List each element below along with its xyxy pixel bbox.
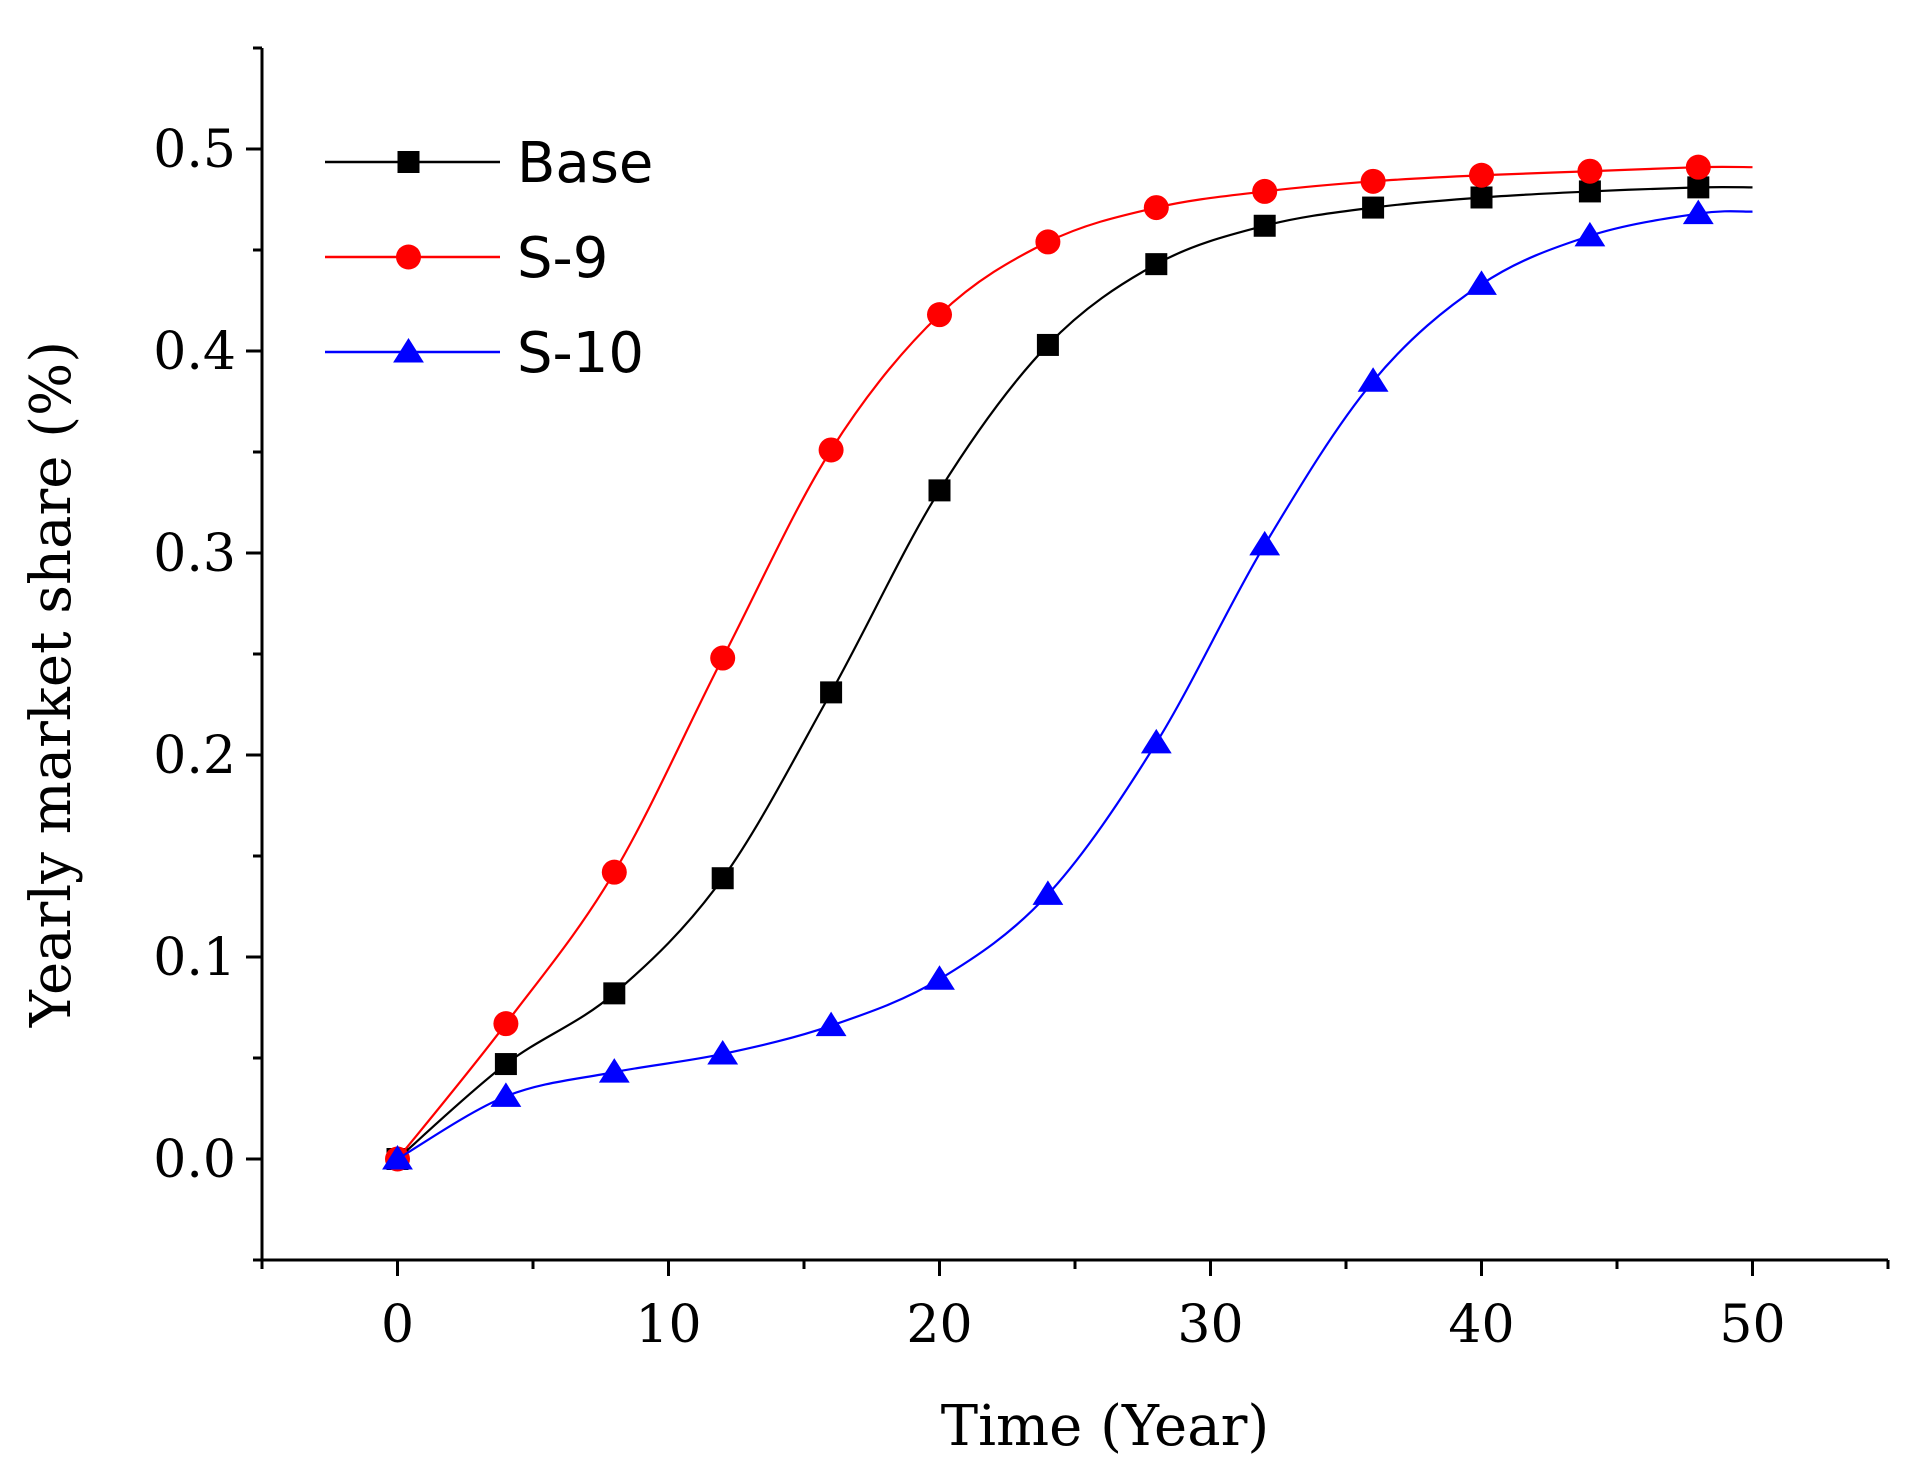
data-point	[815, 1011, 847, 1037]
legend-item: Base	[325, 131, 653, 196]
y-tick-label: 0.1	[153, 928, 236, 988]
legend-label: Base	[517, 131, 653, 196]
data-point	[818, 437, 844, 463]
data-point	[1360, 168, 1386, 194]
ticks: 0 10 20 30 40 50 0.0 0.1 0.2 0.3 0.4 0.5	[153, 46, 1890, 1355]
data-point	[1687, 176, 1710, 199]
data-point	[1470, 186, 1493, 209]
y-tick-label: 0.3	[153, 524, 236, 584]
legend-label: S-9	[517, 226, 608, 291]
data-point	[1035, 229, 1061, 255]
data-point	[711, 867, 734, 890]
series-line	[396, 165, 1753, 1160]
x-tick-label: 50	[1719, 1295, 1785, 1355]
series-line	[396, 210, 1753, 1160]
y-tick-label: 0.4	[153, 322, 236, 382]
data-point	[493, 1011, 519, 1037]
legend-marker	[396, 244, 421, 270]
data-point	[1682, 199, 1714, 225]
legend-item: S-10	[325, 321, 644, 386]
data-point	[1357, 367, 1389, 392]
x-tick-label: 20	[906, 1295, 972, 1355]
data-point	[1466, 270, 1497, 295]
data-point	[1032, 880, 1064, 905]
data-point	[1253, 214, 1276, 237]
legend: Base S-9 S-10	[325, 131, 653, 386]
legend-marker	[393, 338, 424, 363]
y-tick-label: 0.2	[153, 726, 236, 786]
data-point	[820, 681, 843, 704]
data-point	[707, 1039, 739, 1065]
y-tick-label: 0.5	[153, 120, 236, 180]
data-point	[1252, 178, 1278, 204]
data-point	[927, 302, 952, 328]
series-s-9	[385, 154, 1753, 1172]
series-s-10	[382, 199, 1753, 1170]
data-point	[1036, 333, 1059, 356]
data-point	[490, 1082, 522, 1107]
data-point	[598, 1058, 630, 1083]
data-point	[382, 1145, 413, 1170]
data-point	[1574, 221, 1606, 247]
data-point	[1469, 162, 1494, 188]
legend-marker	[397, 151, 420, 173]
x-axis-title: Time (Year)	[941, 1394, 1269, 1459]
data-point	[1577, 158, 1603, 184]
data-point	[1145, 253, 1168, 276]
data-point	[603, 982, 626, 1005]
x-tick-label: 10	[635, 1295, 701, 1355]
data-point	[1578, 180, 1601, 203]
data-point	[928, 479, 951, 502]
x-tick-label: 0	[381, 1295, 414, 1355]
legend-label: S-10	[517, 321, 644, 386]
data-point	[1685, 154, 1711, 180]
data-point	[1249, 530, 1281, 556]
x-tick-label: 40	[1448, 1295, 1514, 1355]
data-point	[1140, 728, 1172, 754]
y-axis-title: Yearly market share (%)	[19, 341, 84, 1028]
data-point	[494, 1053, 517, 1076]
data-point	[1143, 195, 1169, 221]
data-point	[601, 859, 627, 885]
data-point	[1362, 196, 1385, 219]
data-point	[924, 965, 955, 990]
series-layer	[382, 154, 1753, 1172]
legend-item: S-9	[325, 226, 608, 291]
y-tick-label: 0.0	[153, 1130, 236, 1190]
x-tick-label: 30	[1177, 1295, 1243, 1355]
data-point	[710, 645, 736, 671]
